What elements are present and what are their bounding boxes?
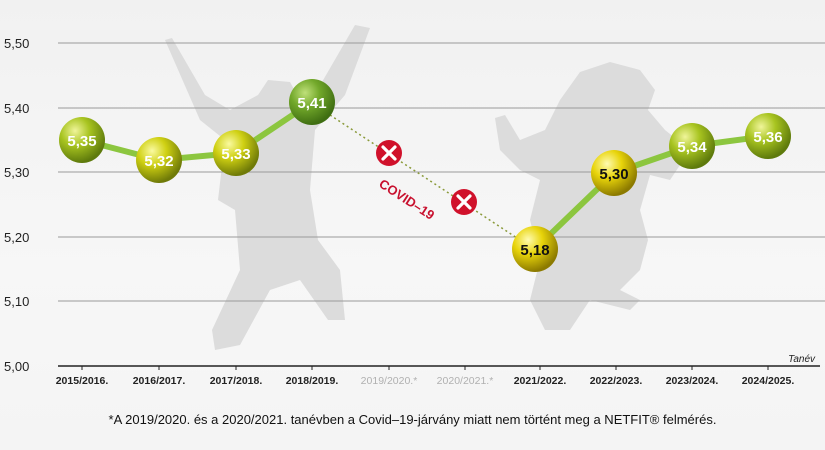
x-label: 2018/2019. (286, 375, 339, 387)
data-label: 5,18 (520, 242, 549, 259)
data-label: 5,34 (677, 139, 707, 156)
data-point: 5,35 (59, 117, 105, 163)
x-label: 2024/2025. (742, 375, 795, 387)
data-label: 5,41 (297, 95, 326, 112)
y-label: 5,50 (4, 36, 29, 51)
series-line (79, 99, 771, 252)
y-label: 5,40 (4, 101, 29, 116)
data-label: 5,32 (144, 153, 173, 170)
y-axis-labels: 5,50 5,40 5,30 5,20 5,10 5,00 (4, 36, 29, 374)
data-point: 5,34 (669, 123, 715, 169)
x-axis-labels: 2015/2016. 2016/2017. 2017/2018. 2018/20… (56, 375, 795, 387)
x-label-missing: 2019/2020.* (361, 375, 418, 387)
x-axis-ticks (81, 366, 769, 370)
x-label: 2021/2022. (514, 375, 567, 387)
x-axis-title: Tanév (788, 354, 816, 365)
x-label: 2023/2024. (666, 375, 719, 387)
data-point: 5,33 (213, 130, 259, 176)
covid-gap-dotted-line (329, 114, 521, 241)
data-point: 5,30 (591, 150, 637, 196)
data-point: 5,32 (136, 137, 182, 183)
x-label: 2016/2017. (133, 375, 186, 387)
data-point: 5,36 (745, 113, 791, 159)
y-label: 5,20 (4, 230, 29, 245)
data-label: 5,33 (221, 146, 250, 163)
x-label: 2015/2016. (56, 375, 109, 387)
data-label: 5,30 (599, 166, 628, 183)
covid-annotation: COVID–19 (376, 176, 437, 223)
x-label-missing: 2020/2021.* (437, 375, 494, 387)
data-label: 5,36 (753, 129, 782, 146)
footnote: *A 2019/2020. és a 2020/2021. tanévben a… (108, 412, 717, 427)
x-label: 2017/2018. (210, 375, 263, 387)
y-label: 5,30 (4, 165, 29, 180)
data-point: 5,18 (512, 226, 558, 272)
y-label: 5,00 (4, 359, 29, 374)
data-label: 5,35 (67, 133, 96, 150)
missing-marker-x-icon (451, 189, 477, 215)
grid-lines (58, 42, 825, 302)
x-label: 2022/2023. (590, 375, 643, 387)
data-point: 5,41 (289, 79, 335, 125)
missing-marker-x-icon (376, 140, 402, 166)
y-label: 5,10 (4, 294, 29, 309)
